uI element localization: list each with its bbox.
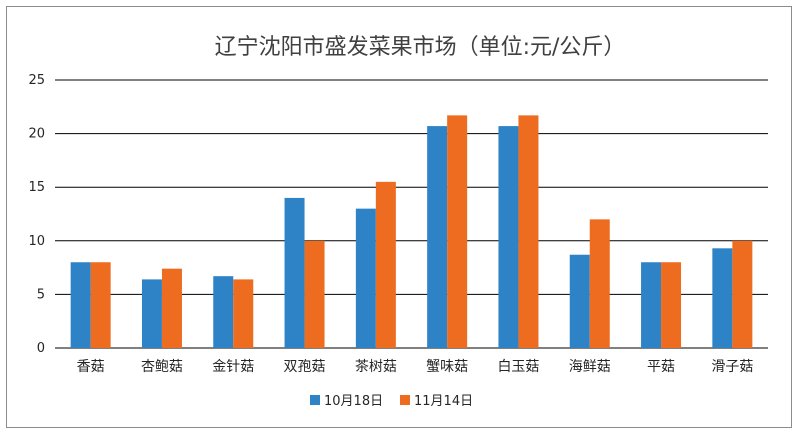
bar-series1 <box>569 254 590 348</box>
bar-series2 <box>375 181 396 348</box>
bar-series2 <box>661 262 682 348</box>
x-tick-label: 金针菇 <box>212 359 254 375</box>
bar-series1 <box>284 197 305 348</box>
legend-swatch <box>400 395 410 405</box>
bar-series2 <box>732 240 753 348</box>
y-tick-label: 10 <box>28 234 45 249</box>
bar-series1 <box>213 276 234 348</box>
x-tick-label: 茶树菇 <box>355 359 397 375</box>
x-tick-label: 杏鲍菇 <box>141 359 183 375</box>
chart-frame <box>6 6 792 428</box>
bar-series2 <box>161 268 182 348</box>
y-tick-label: 20 <box>28 127 45 142</box>
bar-series2 <box>447 115 468 348</box>
x-tick-label: 平菇 <box>647 359 675 375</box>
bar-series1 <box>355 208 376 348</box>
bars <box>70 115 753 348</box>
chart-title: 辽宁沈阳市盛发菜果市场（单位:元/公斤） <box>215 35 626 60</box>
y-tick-label: 5 <box>37 287 45 302</box>
bar-series1 <box>70 262 91 348</box>
y-tick-label: 15 <box>28 180 45 195</box>
y-tick-label: 0 <box>37 341 45 356</box>
legend-label: 10月18日 <box>324 394 383 409</box>
bar-series2 <box>90 262 111 348</box>
x-tick-label: 双孢菇 <box>284 359 326 375</box>
y-axis-ticks: 0 5 10 15 20 25 <box>28 73 45 356</box>
bar-series1 <box>141 279 162 348</box>
legend: 10月18日 11月14日 <box>310 394 473 409</box>
x-axis-labels: 香菇 杏鲍菇 金针菇 双孢菇 茶树菇 蟹味菇 白玉菇 海鲜菇 平菇 滑子菇 <box>77 358 754 375</box>
x-tick-label: 蟹味菇 <box>426 359 468 375</box>
y-tick-label: 25 <box>28 73 45 88</box>
bar-series1 <box>498 126 519 348</box>
bar-series2 <box>233 279 254 348</box>
x-tick-label: 滑子菇 <box>711 358 753 375</box>
x-tick-label: 白玉菇 <box>497 359 539 375</box>
bar-series2 <box>518 115 539 348</box>
bar-series1 <box>641 262 662 348</box>
bar-series2 <box>304 240 325 348</box>
legend-label: 11月14日 <box>414 394 473 409</box>
x-tick-label: 海鲜菇 <box>569 359 611 375</box>
bar-series1 <box>712 248 733 348</box>
bar-series2 <box>589 219 610 348</box>
x-tick-label: 香菇 <box>77 359 105 375</box>
legend-swatch <box>310 395 320 405</box>
bar-series1 <box>427 126 448 348</box>
